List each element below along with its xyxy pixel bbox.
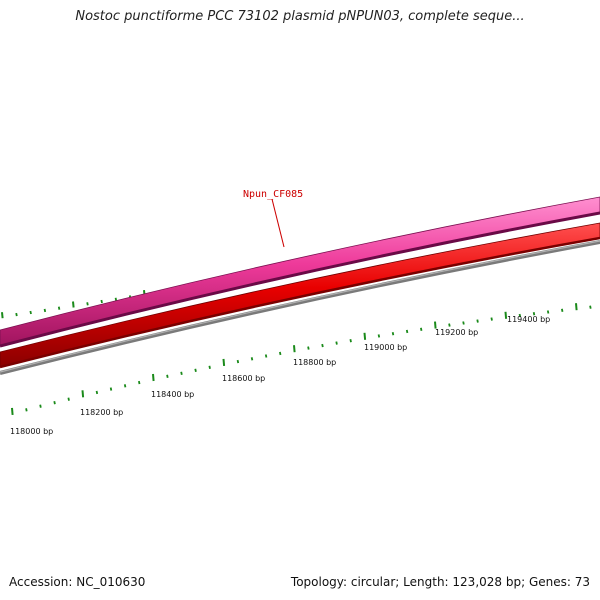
backbone-line — [0, 240, 600, 375]
ruler-label: 118600 bp — [222, 374, 265, 383]
ruler-tick — [490, 317, 493, 321]
ruler-tick — [95, 390, 99, 395]
ruler-tick — [561, 308, 564, 312]
ruler-tick — [236, 359, 240, 364]
backbone-line-highlight — [0, 240, 600, 373]
ruler-tick — [546, 310, 550, 314]
ruler-label: 118000 bp — [10, 427, 53, 436]
upper-tick — [43, 308, 47, 313]
ruler-label: 119400 bp — [507, 315, 550, 324]
ruler-tick — [349, 339, 352, 343]
upper-tick — [15, 312, 18, 317]
ruler-label: 118800 bp — [293, 358, 336, 367]
ruler-tick — [250, 357, 254, 361]
ruler-tick — [123, 384, 127, 388]
ruler-tick — [476, 319, 479, 323]
ruler-tick — [307, 346, 310, 350]
ruler-tick — [462, 321, 465, 325]
forward-strand-edge — [0, 211, 600, 348]
ruler-tick — [434, 321, 437, 329]
ruler-tick — [194, 368, 197, 372]
ruler-label: 119000 bp — [364, 343, 407, 352]
reverse-strand-edge — [0, 236, 600, 369]
ruler-tick — [39, 404, 42, 408]
ruler-label: 118400 bp — [151, 390, 194, 399]
gene-label-npun-cf085[interactable]: Npun_CF085 — [243, 189, 303, 200]
ruler-label: 118200 bp — [80, 408, 123, 417]
ruler-tick-row — [11, 303, 592, 415]
ruler-tick — [208, 365, 211, 369]
ruler-tick — [67, 397, 70, 401]
ruler-tick — [363, 332, 367, 340]
ruler-tick — [11, 407, 14, 415]
ruler-tick — [81, 390, 85, 398]
ruler-tick — [335, 341, 338, 345]
ruler-tick — [180, 371, 183, 375]
ruler-tick — [138, 380, 141, 385]
ruler-tick — [321, 343, 324, 348]
map-title: Nostoc punctiforme PCC 73102 plasmid pNP… — [75, 9, 525, 24]
ruler-tick — [420, 327, 423, 331]
upper-tick — [72, 301, 75, 308]
ruler-tick — [152, 373, 155, 382]
topology-summary: Topology: circular; Length: 123,028 bp; … — [290, 575, 590, 589]
ruler-tick — [504, 311, 508, 319]
ruler-tick — [532, 312, 536, 316]
upper-tick — [100, 299, 103, 304]
upper-tick — [57, 306, 61, 310]
ruler-tick — [25, 408, 28, 412]
ruler-tick — [405, 329, 409, 334]
ruler-tick — [448, 323, 451, 327]
ruler-tick — [589, 305, 592, 309]
ruler-label: 119200 bp — [435, 328, 478, 337]
ruler-tick — [279, 351, 282, 356]
ruler-tick — [109, 387, 113, 391]
ruler-tick — [293, 345, 296, 353]
upper-tick — [86, 302, 89, 306]
ruler-tick — [222, 358, 226, 366]
ruler-tick — [518, 313, 522, 318]
ruler-tick — [391, 332, 395, 336]
ruler-tick — [264, 354, 268, 358]
ruler-tick — [166, 374, 169, 378]
upper-tick — [1, 312, 4, 319]
ruler-tick — [53, 401, 56, 405]
ruler-tick — [377, 334, 381, 338]
gene-callout-line — [271, 198, 285, 248]
accession-text: Accession: NC_010630 — [9, 575, 146, 589]
upper-tick — [29, 310, 32, 315]
ruler-tick — [575, 303, 578, 311]
